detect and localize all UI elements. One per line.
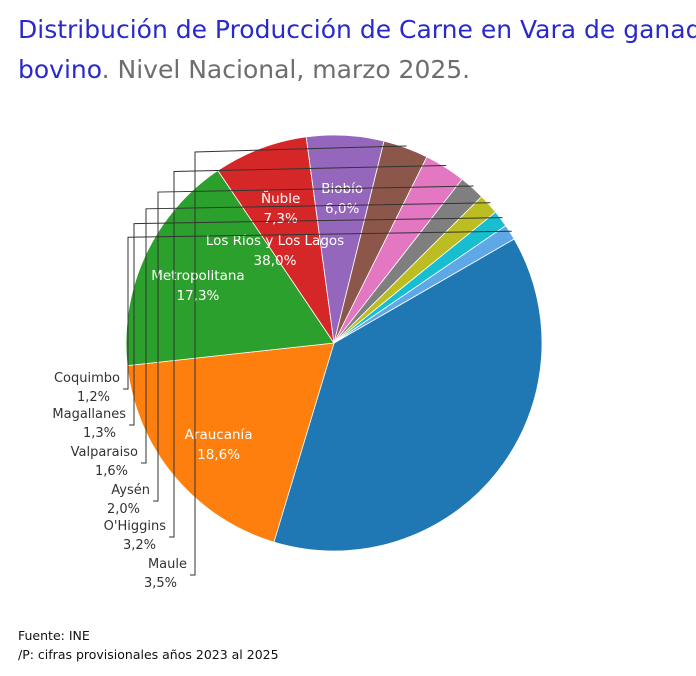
- provisional-note: /P: cifras provisionales años 2023 al 20…: [18, 647, 279, 662]
- slice-label-valparaiso: Valparaiso: [71, 445, 138, 460]
- pie-slice-coquimbo: [333, 225, 515, 344]
- title-subtitle: Nivel Nacional, marzo 2025.: [117, 55, 471, 84]
- slice-label-biobio: Biobío: [321, 181, 363, 197]
- slice-label-nuble: Ñuble: [261, 190, 300, 207]
- pie-slice-metropolitana: [125, 169, 335, 367]
- source-note: Fuente: INE: [18, 628, 90, 643]
- slice-value-nuble: 7,3%: [264, 211, 298, 227]
- slice-label-araucania: Araucanía: [185, 427, 253, 443]
- slice-value-los-rios-y-los-lagos: 38,0%: [254, 253, 297, 269]
- slice-label-magallanes: Magallanes: [52, 407, 126, 422]
- title-line-2-blue: bovino: [18, 55, 102, 84]
- slice-value-coquimbo: 1,2%: [77, 390, 110, 405]
- slice-value-valparaiso: 1,6%: [95, 464, 128, 479]
- slice-value-magallanes: 1,3%: [83, 426, 116, 441]
- leader-line-maule: [190, 145, 407, 576]
- slice-value-metropolitana: 17,3%: [176, 288, 219, 304]
- pie-slice-los-rios-y-los-lagos: [273, 238, 543, 552]
- leader-line-o-higgins: [169, 164, 447, 538]
- slice-label-los-rios-y-los-lagos: Los Ríos y Los Lagos: [206, 233, 344, 249]
- slice-label-aysen: Aysén: [111, 483, 150, 498]
- slice-label-maule: Maule: [148, 557, 187, 572]
- slice-label-metropolitana: Metropolitana: [151, 268, 245, 284]
- leader-line-coquimbo: [123, 230, 512, 390]
- slice-label-o-higgins: O'Higgins: [104, 519, 167, 534]
- slice-value-araucania: 18,6%: [197, 447, 240, 463]
- slice-value-o-higgins: 3,2%: [123, 538, 156, 553]
- leader-line-magallanes: [129, 217, 503, 426]
- leader-line-valparaiso: [141, 202, 491, 464]
- chart-title: Distribución de Producción de Carne en V…: [0, 10, 696, 90]
- footer: Fuente: INE /P: cifras provisionales año…: [18, 626, 279, 664]
- title-separator: .: [101, 55, 118, 84]
- slice-value-aysen: 2,0%: [107, 502, 140, 517]
- slice-value-maule: 3,5%: [144, 576, 177, 591]
- leader-line-aysen: [153, 185, 474, 502]
- slice-label-coquimbo: Coquimbo: [54, 371, 120, 386]
- slice-value-biobio: 6,0%: [325, 201, 359, 217]
- title-line-1: Distribución de Producción de Carne en V…: [18, 15, 696, 44]
- title-line-2: bovino. Nivel Nacional, marzo 2025.: [0, 50, 696, 90]
